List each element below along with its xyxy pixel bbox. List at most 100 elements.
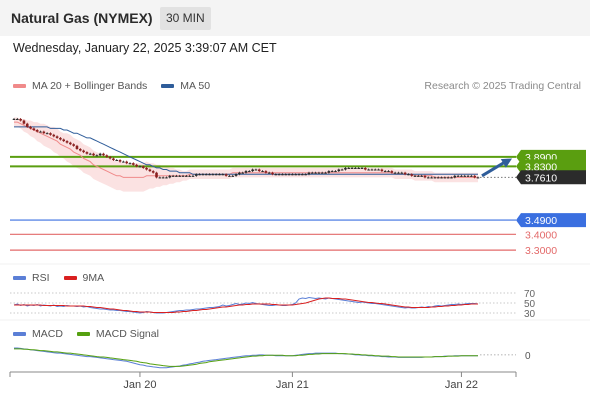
candle-body [344, 167, 347, 170]
candle-body [138, 166, 142, 168]
rsi-level-label: 50 [524, 299, 536, 310]
candle-body [393, 172, 397, 174]
candle-body [155, 172, 158, 178]
candle-body [287, 174, 291, 176]
candle-body [410, 174, 414, 176]
candle-body [105, 155, 109, 157]
candle-body [354, 167, 357, 169]
candle-body [370, 169, 374, 171]
candle-body [39, 131, 42, 133]
candle-body [108, 156, 112, 159]
credit-label: Research © 2025 Trading Central [424, 80, 581, 92]
candle-body [208, 174, 211, 176]
rsi-ma-swatch [63, 276, 77, 280]
x-tick-label: Jan 22 [445, 379, 478, 391]
candle-body [224, 174, 228, 176]
candle-body [25, 123, 29, 127]
candle-body [297, 174, 301, 176]
candle-body [145, 167, 148, 170]
candle-body [383, 171, 387, 173]
candle-body [62, 139, 66, 142]
rsi-ma-line [14, 297, 478, 313]
candle-body [367, 169, 370, 171]
candle-body [82, 150, 85, 153]
candle-body [347, 167, 351, 169]
candle-body [85, 152, 89, 154]
price-tag-resistance [516, 159, 586, 174]
candle-body [185, 175, 188, 177]
candle-body [264, 171, 268, 173]
candle-body [42, 131, 46, 134]
candle-body [334, 171, 337, 173]
candle-body [52, 134, 56, 137]
candle-body [72, 144, 75, 146]
candle-body [473, 175, 476, 178]
candle-body [400, 172, 404, 174]
candle-body [257, 169, 261, 172]
ma50-legend-label: MA 50 [180, 80, 211, 92]
candle-body [360, 167, 364, 169]
candle-body [324, 172, 327, 174]
rsi-ma-legend-label: 9MA [82, 272, 105, 284]
candle-body [430, 177, 433, 179]
candle-body [214, 174, 218, 176]
candle-body [88, 153, 92, 155]
candle-body [364, 167, 367, 170]
candle-body [314, 172, 317, 174]
candle-body [357, 167, 360, 169]
ma50-line [14, 126, 478, 175]
candle-body [261, 171, 264, 173]
candle-body [35, 130, 39, 132]
candle-body [350, 167, 354, 169]
candle-body [112, 158, 115, 161]
candle-body [69, 142, 72, 145]
candle-body [453, 175, 457, 178]
candle-body [327, 171, 331, 173]
candle-body [228, 175, 231, 177]
candle-body [78, 148, 82, 151]
candle-body [49, 133, 52, 135]
macd-legend: MACD MACD Signal [13, 328, 159, 340]
candle-body [218, 174, 221, 176]
candle-body [380, 169, 384, 172]
x-tick-label: Jan 20 [123, 379, 156, 391]
candle-body [251, 169, 254, 172]
candle-body [45, 133, 49, 135]
timeframe-button[interactable]: 30 MIN [160, 7, 211, 30]
candle-body [118, 160, 122, 162]
price-label-target: 3.3000 [525, 245, 557, 257]
candle-body [440, 177, 443, 179]
ma20-swatch [13, 84, 26, 88]
candle-body [148, 169, 152, 172]
candle-body [460, 175, 463, 177]
candle-body [165, 177, 168, 179]
rsi-legend: RSI 9MA [13, 272, 104, 284]
candle-body [178, 175, 182, 177]
macd-swatch [13, 332, 26, 336]
candle-body [128, 163, 132, 165]
candle-body [168, 175, 172, 178]
candle-body [304, 174, 307, 176]
instrument-title: Natural Gas (NYMEX) [11, 10, 153, 26]
candle-body [390, 171, 394, 173]
candle-body [141, 166, 145, 168]
macd-signal-legend-label: MACD Signal [95, 328, 159, 340]
candle-body [59, 137, 62, 140]
candle-body [446, 177, 450, 179]
candle-body [75, 145, 79, 149]
candle-body [231, 175, 235, 177]
candle-body [22, 120, 26, 124]
rsi-legend-label: RSI [32, 272, 50, 284]
candle-body [241, 172, 244, 174]
macd-level-label: 0 [525, 351, 531, 362]
candle-body [320, 172, 324, 174]
forecast-arrow-shaft [481, 160, 507, 178]
candle-body [274, 174, 278, 176]
candle-body [65, 141, 69, 143]
candle-body [151, 171, 155, 173]
candle-body [417, 175, 420, 177]
timestamp-label: Wednesday, January 22, 2025 3:39:07 AM C… [13, 41, 277, 55]
candle-body [284, 174, 288, 176]
candle-body [244, 171, 248, 173]
candle-body [281, 174, 284, 176]
